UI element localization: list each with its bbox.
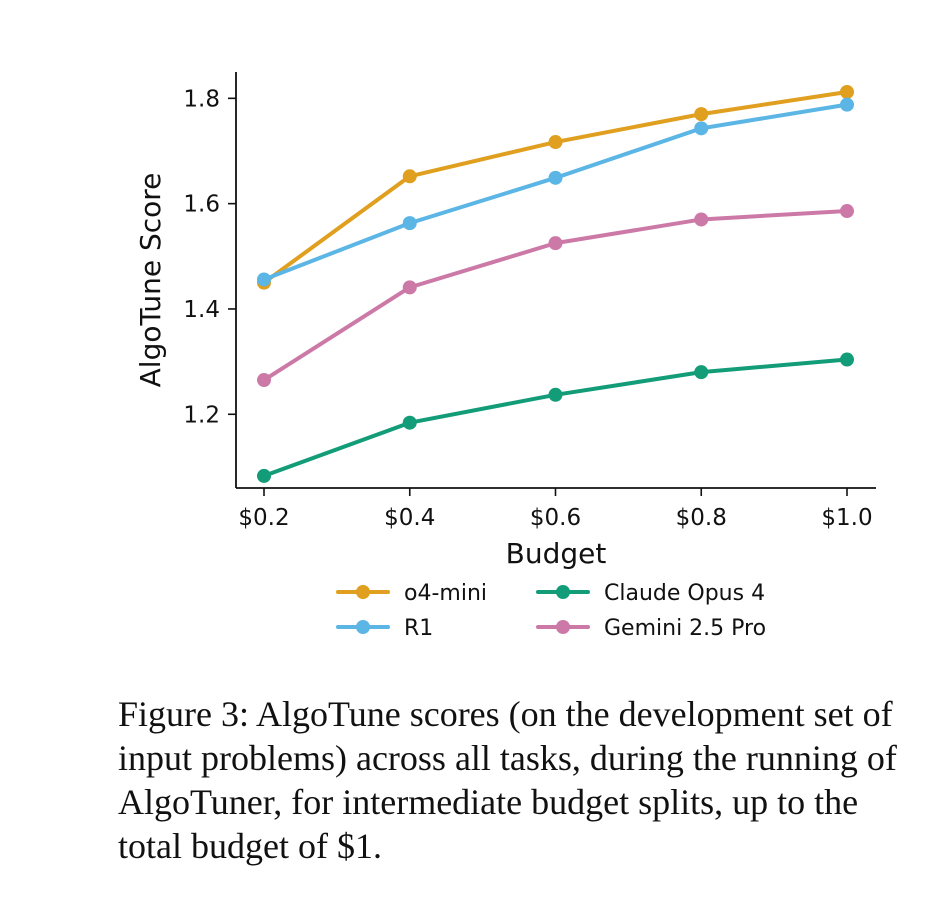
line-chart: 1.2 1.4 1.6 1.8 $0.2 $0.4 $0.6 $0.8 $1.0 Budget… — [134, 72, 876, 641]
y-tick-label: 1.4 — [183, 297, 220, 323]
legend-item-gemini-2-5-pro: Gemini 2.5 Pro — [536, 616, 766, 641]
y-tick-label: 1.2 — [183, 402, 220, 428]
legend-swatch-marker — [556, 620, 570, 634]
legend-item-r1: R1 — [336, 616, 433, 641]
data-point-gemini-2-5-pro — [840, 204, 854, 219]
series-claude-opus-4 — [257, 352, 854, 483]
x-tick-label: $0.2 — [238, 505, 289, 531]
legend-swatch-marker — [556, 585, 570, 599]
x-tick-label: $1.0 — [821, 505, 872, 531]
series-r1 — [257, 97, 854, 287]
data-point-o4-mini — [548, 135, 563, 150]
legend-item-o4-mini: o4-mini — [336, 581, 487, 606]
legend-swatch-marker — [356, 620, 370, 634]
y-tick-label: 1.8 — [183, 86, 220, 112]
data-point-o4-mini — [694, 107, 709, 122]
x-tick-label: $0.6 — [530, 505, 581, 531]
legend-label: Claude Opus 4 — [604, 581, 765, 606]
data-point-claude-opus-4 — [548, 387, 563, 402]
data-point-claude-opus-4 — [840, 352, 854, 367]
data-point-r1 — [694, 121, 709, 136]
y-tick-label: 1.6 — [183, 192, 220, 218]
data-point-r1 — [402, 216, 417, 231]
series-line-r1 — [262, 102, 849, 282]
data-point-gemini-2-5-pro — [257, 373, 271, 388]
data-point-claude-opus-4 — [402, 415, 417, 430]
x-tick-label: $0.4 — [384, 505, 435, 531]
x-axis-label: Budget — [506, 537, 607, 570]
y-axis-label: AlgoTune Score — [134, 173, 167, 388]
legend-label: Gemini 2.5 Pro — [604, 616, 766, 641]
legend-label: o4-mini — [404, 581, 487, 606]
figure-caption: Figure 3: AlgoTune scores (on the develo… — [118, 694, 897, 866]
data-point-claude-opus-4 — [694, 365, 709, 380]
data-point-gemini-2-5-pro — [548, 236, 563, 251]
legend-swatch-marker — [356, 585, 370, 599]
data-point-o4-mini — [402, 169, 417, 184]
data-point-claude-opus-4 — [257, 468, 271, 483]
series-gemini-2-5-pro — [257, 204, 854, 388]
y-ticks: 1.2 1.4 1.6 1.8 — [183, 86, 236, 428]
legend: o4-mini R1 Claude Opus 4 Gemini 2.5 Pro — [336, 581, 766, 641]
legend-item-claude-opus-4: Claude Opus 4 — [536, 581, 765, 606]
legend-label: R1 — [404, 616, 433, 641]
data-point-r1 — [840, 97, 854, 112]
axes — [235, 72, 876, 489]
x-ticks: $0.2 $0.4 $0.6 $0.8 $1.0 — [238, 488, 873, 531]
data-point-o4-mini — [840, 85, 854, 100]
series-layer — [257, 85, 854, 483]
series-line-claude-opus-4 — [262, 357, 849, 478]
data-point-gemini-2-5-pro — [694, 212, 709, 227]
data-point-r1 — [257, 272, 271, 287]
data-point-gemini-2-5-pro — [402, 280, 417, 295]
data-point-r1 — [548, 170, 563, 185]
series-o4-mini — [257, 85, 854, 290]
x-tick-label: $0.8 — [676, 505, 727, 531]
